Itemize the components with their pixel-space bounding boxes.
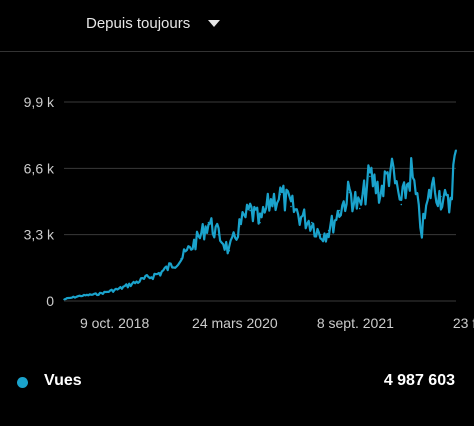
data-point (207, 221, 210, 224)
data-point (97, 293, 100, 295)
data-point (410, 171, 413, 174)
data-point (159, 272, 162, 274)
data-point (228, 249, 231, 252)
data-point (300, 215, 302, 218)
y-tick-label: 6,6 k (24, 160, 55, 176)
x-tick-label: 24 mars 2020 (192, 315, 278, 331)
data-point (63, 298, 65, 301)
data-point (238, 225, 241, 228)
chart-legend: Vues 4 987 603 (0, 364, 474, 400)
data-point (199, 235, 201, 238)
data-point (118, 288, 120, 290)
data-point (421, 229, 423, 232)
data-point (249, 209, 251, 212)
data-point (327, 229, 330, 232)
data-point (279, 193, 282, 196)
total-views-value: 4 987 603 (383, 372, 455, 389)
data-point (448, 205, 451, 208)
data-point (180, 258, 182, 260)
x-tick-label: 23 févr. (453, 315, 474, 331)
legend-series-name: Vues (44, 372, 82, 389)
date-range-label: Depuis toujours (86, 14, 191, 32)
data-point (290, 205, 292, 208)
data-point (259, 221, 261, 224)
data-point (270, 199, 272, 202)
data-point (455, 149, 457, 151)
y-tick-label: 0 (46, 293, 54, 309)
header-divider (0, 51, 474, 52)
data-point (431, 183, 433, 186)
data-point (138, 280, 141, 282)
data-point (78, 295, 81, 297)
data-point (379, 191, 382, 194)
data-point (338, 209, 341, 212)
data-point (369, 175, 371, 178)
data-point (440, 195, 442, 198)
data-point (348, 191, 351, 194)
x-tick-label: 9 oct. 2018 (80, 315, 149, 331)
y-tick-label: 3,3 k (24, 227, 55, 243)
x-tick-label: 8 sept. 2021 (317, 315, 394, 331)
chevron-down-icon (208, 19, 221, 27)
data-point (389, 167, 392, 170)
date-range-dropdown[interactable]: Depuis toujours (72, 6, 232, 40)
series-color-dot (17, 377, 28, 388)
series-line-vues (63, 149, 458, 301)
views-chart: 0 3,3 k 6,6 k 9,9 k 9 oct. 2018 24 mars 2020 8… (24, 94, 474, 331)
data-point (400, 203, 403, 206)
data-point (311, 221, 313, 224)
data-point (319, 233, 322, 236)
data-point (358, 207, 361, 210)
data-point (217, 233, 220, 236)
y-tick-label: 9,9 k (24, 94, 55, 110)
